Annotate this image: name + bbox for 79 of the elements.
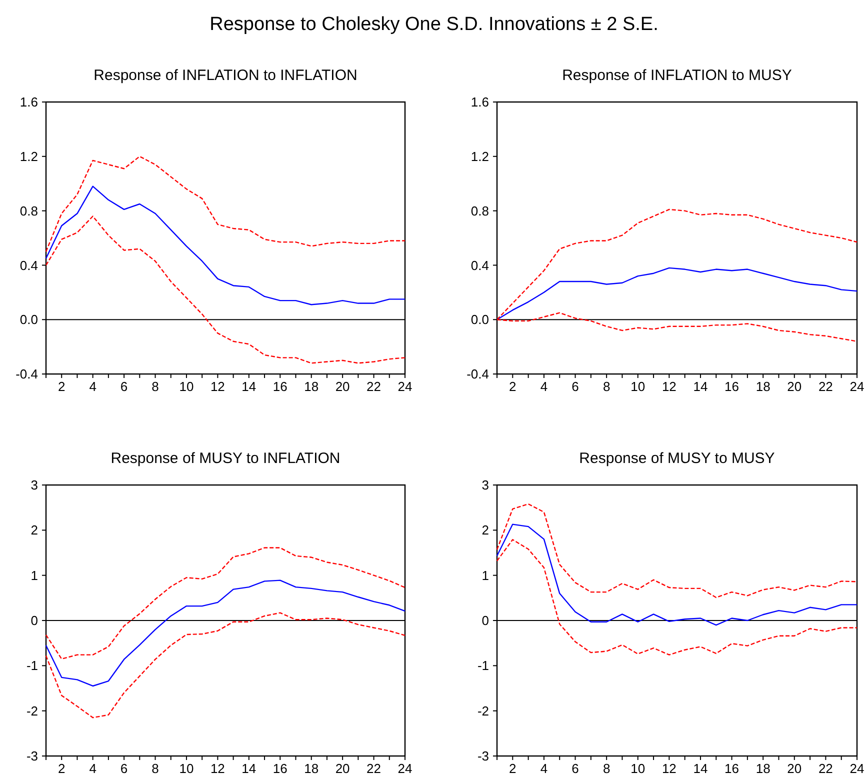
- y-tick-label: 0: [482, 613, 489, 628]
- x-tick-label: 22: [818, 761, 833, 776]
- x-tick-label: 20: [787, 761, 802, 776]
- x-tick-label: 10: [630, 761, 646, 776]
- y-tick-label: 1.6: [20, 94, 38, 110]
- y-tick-label: -2: [477, 703, 489, 718]
- y-tick-label: 0.0: [20, 312, 38, 328]
- x-tick-label: 8: [602, 761, 610, 776]
- x-tick-label: 24: [850, 761, 864, 776]
- x-tick-label: 24: [398, 379, 412, 394]
- x-tick-label: 14: [693, 761, 708, 776]
- y-tick-label: 0.4: [20, 258, 38, 273]
- y-tick-label: -3: [477, 748, 489, 764]
- x-tick-label: 2: [58, 761, 66, 776]
- x-tick-label: 22: [366, 761, 382, 776]
- x-tick-label: 14: [242, 379, 256, 394]
- x-tick-label: 2: [509, 379, 516, 394]
- y-tick-label: 2: [482, 522, 489, 538]
- x-tick-label: 22: [818, 379, 833, 394]
- chart-title: Response of INFLATION to INFLATION: [94, 67, 358, 84]
- x-tick-label: 10: [630, 379, 646, 394]
- y-tick-label: 3: [482, 478, 489, 493]
- x-tick-label: 12: [662, 379, 676, 394]
- x-tick-label: 8: [152, 379, 159, 394]
- chart-title: Response of MUSY to INFLATION: [110, 450, 340, 467]
- x-tick-label: 18: [304, 379, 319, 394]
- x-tick-label: 4: [89, 761, 96, 776]
- y-tick-label: -1: [26, 658, 38, 674]
- text: Response to Cholesky One S.D. Innovations ± 2 S.E.: [210, 14, 658, 35]
- x-tick-label: 20: [787, 379, 802, 394]
- x-tick-label: 24: [850, 379, 864, 394]
- x-tick-label: 18: [304, 761, 319, 776]
- x-tick-label: 14: [242, 761, 256, 776]
- x-tick-label: 8: [602, 379, 610, 394]
- chart-title: Response of INFLATION to MUSY: [562, 67, 792, 84]
- y-tick-label: 0.8: [20, 203, 38, 218]
- y-tick-label: -1: [477, 658, 489, 674]
- x-tick-label: 8: [152, 761, 159, 776]
- y-tick-label: -2: [26, 703, 38, 718]
- x-tick-label: 16: [724, 761, 740, 776]
- y-tick-label: -3: [26, 748, 38, 764]
- x-tick-label: 14: [693, 379, 708, 394]
- x-tick-label: 4: [89, 379, 96, 394]
- y-tick-label: 1.2: [20, 148, 38, 164]
- y-tick-label: -0.4: [466, 366, 489, 382]
- x-tick-label: 24: [398, 761, 412, 776]
- x-tick-label: 18: [756, 761, 770, 776]
- x-tick-label: 12: [210, 761, 225, 776]
- y-tick-label: 1.6: [470, 94, 489, 110]
- y-tick-label: 0.8: [470, 203, 489, 218]
- y-tick-label: 3: [30, 478, 38, 493]
- y-tick-label: 1: [30, 568, 38, 583]
- x-tick-label: 2: [509, 761, 516, 776]
- x-tick-label: 16: [724, 379, 740, 394]
- x-tick-label: 6: [120, 379, 128, 394]
- y-tick-label: 0.0: [470, 312, 489, 328]
- x-tick-label: 12: [210, 379, 225, 394]
- x-tick-label: 2: [58, 379, 66, 394]
- y-tick-label: -0.4: [16, 366, 38, 382]
- y-tick-label: 0.4: [470, 258, 489, 273]
- x-tick-label: 4: [540, 761, 548, 776]
- x-tick-label: 12: [662, 761, 676, 776]
- x-tick-label: 4: [540, 379, 548, 394]
- x-tick-label: 20: [335, 761, 350, 776]
- y-tick-label: 0: [30, 613, 38, 628]
- x-tick-label: 6: [120, 761, 128, 776]
- x-tick-label: 18: [756, 379, 770, 394]
- x-tick-label: 6: [572, 379, 579, 394]
- y-tick-label: 1.2: [470, 148, 489, 164]
- x-tick-label: 10: [179, 379, 194, 394]
- x-tick-label: 16: [272, 761, 288, 776]
- x-tick-label: 22: [366, 379, 382, 394]
- x-tick-label: 20: [335, 379, 350, 394]
- x-tick-label: 16: [272, 379, 288, 394]
- x-tick-label: 10: [179, 761, 194, 776]
- y-tick-label: 1: [482, 568, 489, 583]
- chart-title: Response of MUSY to MUSY: [579, 450, 775, 467]
- x-tick-label: 6: [572, 761, 579, 776]
- y-tick-label: 2: [30, 522, 38, 538]
